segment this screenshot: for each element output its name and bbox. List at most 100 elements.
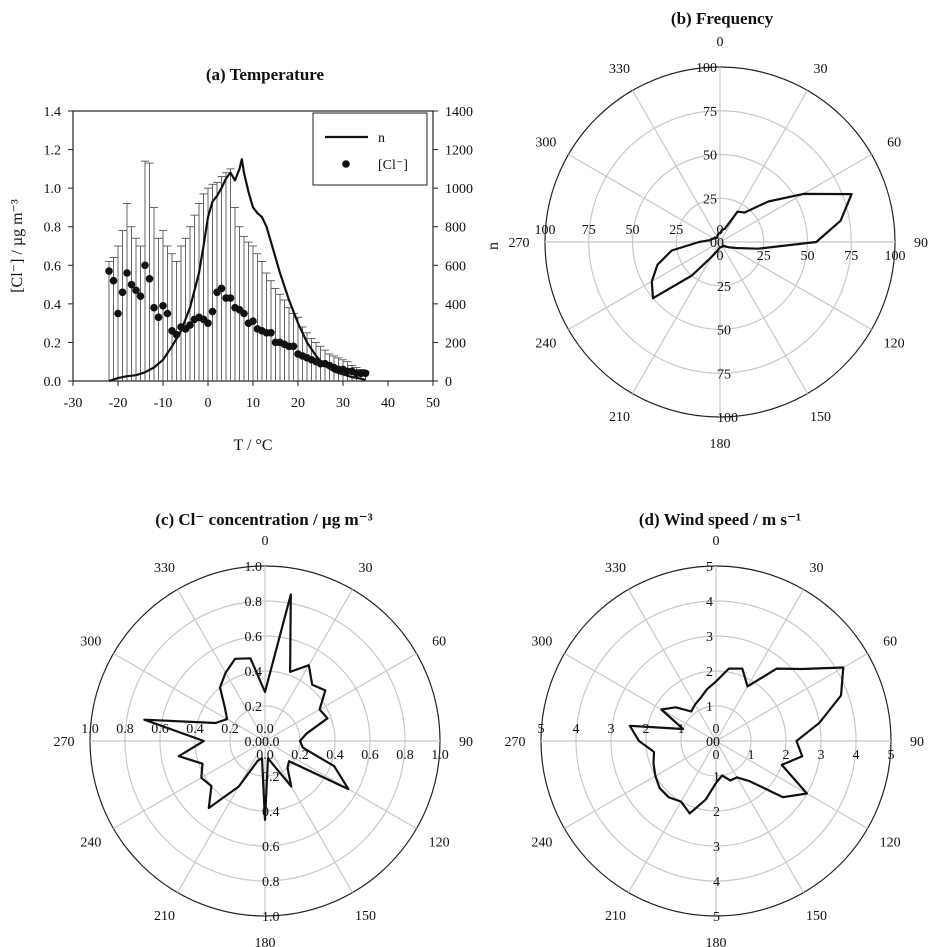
radial-tick-label: 5 (706, 560, 713, 575)
radial-tick-label: 1 (706, 700, 713, 715)
radial-tick-label: 0 (713, 722, 720, 737)
radial-tick-label: 2 (713, 805, 720, 820)
radial-tick-label: 3 (818, 748, 825, 763)
legend-marker-cl (342, 160, 350, 168)
x-tick-label: -10 (154, 396, 173, 411)
data-point (118, 288, 127, 297)
angular-grid-spoke (631, 90, 721, 243)
radial-tick-label: 4 (853, 748, 860, 763)
radial-tick-label: 0.6 (245, 630, 263, 645)
angle-label: 120 (880, 836, 901, 851)
radial-tick-label: 75 (844, 249, 858, 264)
radial-tick-label: 0.0 (245, 735, 263, 750)
data-point (123, 269, 131, 277)
series-cl-points (105, 261, 370, 378)
angle-label: 210 (609, 410, 630, 425)
angle-label: 120 (429, 836, 450, 851)
radial-tick-label: 0 (717, 249, 724, 264)
data-point (186, 321, 194, 329)
radial-tick-label: 100 (535, 223, 556, 238)
y-left-tick-label: 0.4 (44, 298, 62, 313)
radial-tick-label: 0 (717, 236, 724, 251)
radial-tick-label: 0.6 (361, 748, 379, 763)
x-tick-label: 50 (426, 396, 440, 411)
angular-grid-spoke (564, 652, 717, 742)
radial-tick-label: 25 (669, 223, 683, 238)
radial-tick-label: 5 (538, 722, 545, 737)
radial-tick-label: 1 (678, 722, 685, 737)
data-point (141, 261, 149, 270)
radial-tick-label: 4 (713, 875, 720, 890)
angular-grid-spoke (568, 153, 721, 243)
radial-tick-label: 0 (717, 223, 724, 238)
series-n-line (108, 158, 366, 383)
y-left-tick-label: 0.2 (44, 336, 62, 351)
y-right-tick-label: 0 (445, 375, 452, 390)
y-left-tick-label: 0.6 (44, 259, 62, 274)
angle-label: 0 (262, 534, 269, 549)
radial-tick-label: 0.4 (326, 748, 344, 763)
chart-b-title: (b) Frequency (671, 9, 774, 28)
frequency-polar-chart: (b) Frequency 0 0002525252550505050757575… (509, 9, 929, 452)
y-right-axis-label: n (485, 242, 502, 250)
radial-tick-label: 100 (696, 61, 717, 76)
angle-label: 30 (359, 561, 373, 576)
radial-tick-label: 2 (783, 748, 790, 763)
radial-tick-label: 4 (573, 722, 580, 737)
angle-label: 270 (54, 735, 75, 750)
x-tick-labels: -30 -20 -10 0 10 20 30 40 50 (64, 381, 440, 411)
angular-grid-spoke (113, 652, 266, 742)
data-point (267, 328, 275, 337)
y-left-tick-label: 1.2 (44, 144, 62, 159)
radial-tick-label: 0.6 (151, 722, 169, 737)
angle-label: 240 (535, 337, 556, 352)
radial-tick-label: 50 (717, 324, 731, 339)
radial-tick-label: 0.4 (186, 722, 204, 737)
data-point (217, 284, 226, 293)
angle-label: 240 (80, 836, 101, 851)
data-point (105, 267, 113, 275)
data-point (249, 317, 257, 326)
polar-series-line (650, 192, 853, 300)
error-bars (105, 160, 370, 381)
radial-tick-label: 0.2 (221, 722, 239, 737)
radial-tick-label: 25 (717, 280, 731, 295)
radial-tick-label: 5 (713, 910, 720, 925)
y-right-tick-labels: 0 200 400 600 800 1000 1200 1400 (433, 105, 473, 390)
radial-tick-label: 100 (885, 249, 906, 264)
data-point (109, 276, 118, 285)
radial-tick-label: 0.6 (262, 840, 280, 855)
data-point (154, 313, 163, 322)
radial-tick-label: 0.0 (256, 722, 274, 737)
x-tick-label: -20 (109, 396, 128, 411)
y-right-tick-label: 600 (445, 259, 466, 274)
y-left-tick-label: 1.4 (44, 105, 62, 120)
data-point (150, 303, 158, 312)
angle-label: 240 (531, 836, 552, 851)
wind-speed-polar-chart: (d) Wind speed / m s⁻¹ 0 0001111222233334… (505, 510, 925, 947)
angle-label: 150 (806, 909, 827, 924)
angle-label: 90 (910, 735, 924, 750)
angle-label: 210 (605, 909, 626, 924)
radial-tick-label: 2 (643, 722, 650, 737)
temperature-chart: (a) Temperature -30 -20 -10 0 10 20 30 40 50 0.0… (9, 65, 502, 454)
radial-tick-label: 4 (706, 595, 713, 610)
radial-tick-label: 0.2 (245, 700, 263, 715)
angular-grid-spoke (568, 241, 721, 331)
polar-series-line (143, 593, 350, 821)
angular-grid-spoke (113, 740, 266, 830)
angle-label: 270 (509, 236, 530, 251)
radial-tick-label: 0 (713, 748, 720, 763)
angular-grid-spoke (715, 589, 805, 742)
angle-label: 330 (609, 62, 630, 77)
angle-label: 60 (887, 136, 901, 151)
radial-tick-label: 1.0 (262, 910, 280, 925)
angle-label: 210 (154, 909, 175, 924)
radial-tick-label: 100 (717, 411, 738, 426)
y-right-tick-label: 1400 (445, 105, 473, 120)
data-point (136, 292, 145, 300)
angle-label: 300 (535, 136, 556, 151)
y-right-tick-label: 400 (445, 298, 466, 313)
y-left-axis-label: [Cl⁻] / µg m⁻³ (9, 199, 26, 293)
